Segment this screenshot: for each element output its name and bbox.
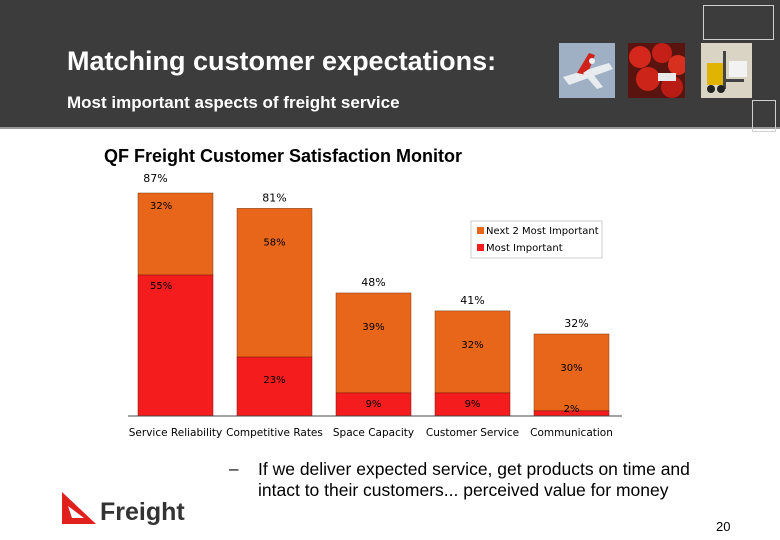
- chart-title: QF Freight Customer Satisfaction Monitor: [104, 146, 463, 166]
- bullet-dash: –: [229, 459, 239, 478]
- data-label: 32%: [461, 340, 483, 351]
- total-label: 87%: [143, 172, 167, 185]
- data-label: 9%: [465, 399, 481, 410]
- decorative-frame: [703, 5, 774, 40]
- bar-next-2: [434, 310, 511, 394]
- bar-most-important: [236, 356, 313, 417]
- legend-swatch-next-2: [477, 227, 484, 234]
- data-label: 55%: [150, 281, 172, 292]
- bar-next-2: [533, 333, 610, 412]
- total-label: 48%: [361, 276, 385, 289]
- data-label: 2%: [564, 404, 580, 415]
- aircraft-photo: [559, 43, 615, 98]
- bar-next-2: [236, 208, 313, 358]
- page-number: 20: [716, 519, 731, 534]
- total-label: 81%: [262, 191, 286, 204]
- x-tick-label: Customer Service: [426, 427, 519, 439]
- bar-most-important: [137, 274, 214, 417]
- total-label: 32%: [564, 317, 588, 330]
- legend-label-next-2: Next 2 Most Important: [486, 226, 599, 237]
- slide-subtitle: Most important aspects of freight servic…: [67, 93, 400, 112]
- qantas-tail-logo-icon: [62, 492, 96, 524]
- decorative-frame: [752, 100, 776, 132]
- header-divider: [0, 127, 780, 129]
- x-tick-label: Competitive Rates: [226, 427, 323, 439]
- x-tick-label: Service Reliability: [129, 427, 222, 439]
- total-label: 41%: [460, 294, 484, 307]
- data-label: 9%: [366, 399, 382, 410]
- data-label: 30%: [560, 363, 582, 374]
- legend-box: [470, 220, 603, 259]
- data-label: 58%: [263, 237, 285, 248]
- bar-next-2: [137, 192, 214, 276]
- data-label: 39%: [362, 322, 384, 333]
- bullet-text: If we deliver expected service, get prod…: [258, 459, 690, 500]
- x-tick-label: Space Capacity: [333, 427, 414, 439]
- data-label: 32%: [150, 201, 172, 212]
- x-tick-label: Communication: [530, 427, 613, 439]
- freight-logo-text: Freight: [100, 498, 185, 526]
- slide-title: Matching customer expectations:: [67, 46, 497, 76]
- data-label: 23%: [263, 375, 285, 386]
- chart-legend: Next 2 Most Important Most Important: [470, 220, 603, 259]
- forklift-photo: [701, 43, 752, 98]
- legend-label-most-important: Most Important: [486, 243, 563, 254]
- legend-swatch-most-important: [477, 244, 484, 251]
- bar-next-2: [335, 292, 412, 394]
- tomatoes-photo: [628, 43, 685, 98]
